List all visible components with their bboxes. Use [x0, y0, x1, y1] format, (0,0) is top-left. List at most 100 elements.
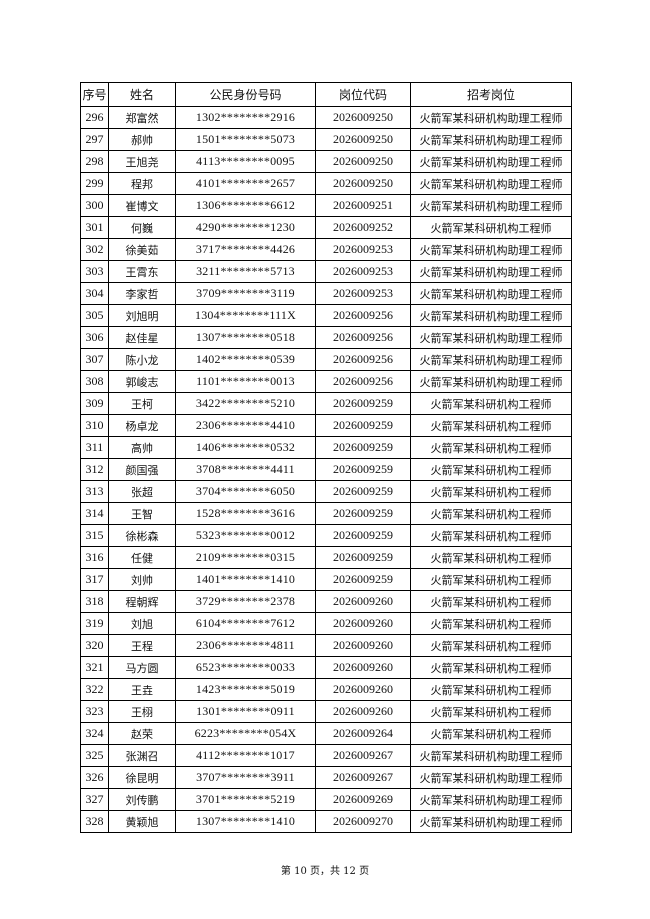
cell-name: 高帅 — [108, 436, 176, 459]
cell-position-code: 2026009250 — [315, 172, 411, 195]
cell-position-code: 2026009269 — [315, 788, 411, 811]
cell-id-number: 2306********4410 — [175, 414, 316, 437]
cell-name: 刘传鹏 — [108, 788, 176, 811]
cell-position-code: 2026009259 — [315, 414, 411, 437]
cell-name: 王垚 — [108, 678, 176, 701]
cell-name: 赵佳星 — [108, 326, 176, 349]
cell-position-code: 2026009260 — [315, 612, 411, 635]
cell-name: 王程 — [108, 634, 176, 657]
cell-serial: 323 — [80, 700, 109, 723]
header-position: 招考岗位 — [410, 82, 572, 107]
cell-position-code: 2026009259 — [315, 436, 411, 459]
table-row: 309 王柯 3422********5210 2026009259 火箭军某科研机构工… — [80, 392, 572, 415]
cell-position-code: 2026009253 — [315, 260, 411, 283]
cell-name: 何巍 — [108, 216, 176, 239]
cell-position: 火箭军某科研机构工程师 — [410, 502, 572, 525]
cell-name: 任健 — [108, 546, 176, 569]
cell-position-code: 2026009264 — [315, 722, 411, 745]
cell-id-number: 1302********2916 — [175, 106, 316, 129]
cell-position: 火箭军某科研机构助理工程师 — [410, 788, 572, 811]
cell-id-number: 6523********0033 — [175, 656, 316, 679]
cell-position: 火箭军某科研机构助理工程师 — [410, 766, 572, 789]
cell-serial: 318 — [80, 590, 109, 613]
cell-position: 火箭军某科研机构工程师 — [410, 700, 572, 723]
cell-name: 张渊召 — [108, 744, 176, 767]
cell-position-code: 2026009256 — [315, 326, 411, 349]
table-row: 307 陈小龙 1402********0539 2026009256 火箭军某科研机构… — [80, 348, 572, 371]
cell-name: 陈小龙 — [108, 348, 176, 371]
cell-id-number: 3708********4411 — [175, 458, 316, 481]
table-row: 303 王霄东 3211********5713 2026009253 火箭军某科研机构… — [80, 260, 572, 283]
cell-name: 程朝辉 — [108, 590, 176, 613]
cell-id-number: 4113********0095 — [175, 150, 316, 173]
cell-serial: 325 — [80, 744, 109, 767]
cell-name: 杨卓龙 — [108, 414, 176, 437]
table-row: 315 徐彬森 5323********0012 2026009259 火箭军某科研机构… — [80, 524, 572, 547]
cell-id-number: 3701********5219 — [175, 788, 316, 811]
cell-name: 马方圆 — [108, 656, 176, 679]
cell-serial: 324 — [80, 722, 109, 745]
cell-name: 刘旭明 — [108, 304, 176, 327]
cell-name: 王霄东 — [108, 260, 176, 283]
cell-name: 王柯 — [108, 392, 176, 415]
table-row: 316 任健 2109********0315 2026009259 火箭军某科研机构工… — [80, 546, 572, 569]
cell-name: 崔博文 — [108, 194, 176, 217]
cell-position: 火箭军某科研机构助理工程师 — [410, 172, 572, 195]
cell-position-code: 2026009253 — [315, 238, 411, 261]
cell-id-number: 2109********0315 — [175, 546, 316, 569]
header-name: 姓名 — [108, 82, 176, 107]
cell-name: 黄颖旭 — [108, 810, 176, 833]
cell-name: 颜国强 — [108, 458, 176, 481]
cell-position-code: 2026009251 — [315, 194, 411, 217]
table-row: 304 李家哲 3709********3119 2026009253 火箭军某科研机构… — [80, 282, 572, 305]
cell-position-code: 2026009260 — [315, 700, 411, 723]
table-row: 302 徐美茹 3717********4426 2026009253 火箭军某科研机构… — [80, 238, 572, 261]
cell-serial: 297 — [80, 128, 109, 151]
table-row: 296 郑富然 1302********2916 2026009250 火箭军某科研机构… — [80, 106, 572, 129]
table-row: 326 徐昆明 3707********3911 2026009267 火箭军某科研机构… — [80, 766, 572, 789]
cell-position-code: 2026009259 — [315, 458, 411, 481]
cell-serial: 326 — [80, 766, 109, 789]
cell-position: 火箭军某科研机构助理工程师 — [410, 304, 572, 327]
cell-position: 火箭军某科研机构工程师 — [410, 392, 572, 415]
cell-position-code: 2026009259 — [315, 392, 411, 415]
cell-position: 火箭军某科研机构工程师 — [410, 612, 572, 635]
cell-id-number: 3422********5210 — [175, 392, 316, 415]
cell-serial: 299 — [80, 172, 109, 195]
cell-name: 郝帅 — [108, 128, 176, 151]
cell-id-number: 6223********054X — [175, 722, 316, 745]
cell-name: 张超 — [108, 480, 176, 503]
cell-id-number: 1401********1410 — [175, 568, 316, 591]
cell-serial: 311 — [80, 436, 109, 459]
cell-serial: 312 — [80, 458, 109, 481]
cell-position: 火箭军某科研机构工程师 — [410, 590, 572, 613]
table-row: 322 王垚 1423********5019 2026009260 火箭军某科研机构工… — [80, 678, 572, 701]
cell-id-number: 2306********4811 — [175, 634, 316, 657]
cell-position: 火箭军某科研机构助理工程师 — [410, 260, 572, 283]
cell-name: 李家哲 — [108, 282, 176, 305]
header-serial: 序号 — [80, 82, 109, 107]
table-row: 320 王程 2306********4811 2026009260 火箭军某科研机构工… — [80, 634, 572, 657]
cell-serial: 303 — [80, 260, 109, 283]
cell-position: 火箭军某科研机构工程师 — [410, 568, 572, 591]
cell-serial: 310 — [80, 414, 109, 437]
cell-serial: 321 — [80, 656, 109, 679]
header-id-number: 公民身份号码 — [175, 82, 316, 107]
cell-position: 火箭军某科研机构助理工程师 — [410, 194, 572, 217]
cell-position: 火箭军某科研机构助理工程师 — [410, 238, 572, 261]
cell-position-code: 2026009267 — [315, 766, 411, 789]
cell-position: 火箭军某科研机构工程师 — [410, 678, 572, 701]
table-row: 310 杨卓龙 2306********4410 2026009259 火箭军某科研机构… — [80, 414, 572, 437]
cell-serial: 315 — [80, 524, 109, 547]
cell-name: 徐彬森 — [108, 524, 176, 547]
cell-position: 火箭军某科研机构助理工程师 — [410, 326, 572, 349]
table-row: 317 刘帅 1401********1410 2026009259 火箭军某科研机构工… — [80, 568, 572, 591]
cell-id-number: 1307********1410 — [175, 810, 316, 833]
cell-id-number: 1307********0518 — [175, 326, 316, 349]
cell-position: 火箭军某科研机构工程师 — [410, 546, 572, 569]
cell-name: 王旭尧 — [108, 150, 176, 173]
cell-serial: 328 — [80, 810, 109, 833]
cell-serial: 319 — [80, 612, 109, 635]
cell-serial: 304 — [80, 282, 109, 305]
cell-position-code: 2026009260 — [315, 656, 411, 679]
